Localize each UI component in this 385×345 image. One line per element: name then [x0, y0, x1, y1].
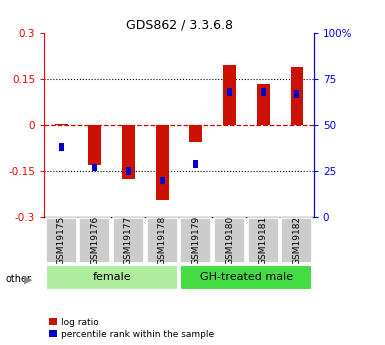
Bar	[295, 90, 300, 98]
Text: GSM19177: GSM19177	[124, 216, 133, 265]
Legend: log ratio, percentile rank within the sample: log ratio, percentile rank within the sa…	[49, 318, 214, 339]
Text: GSM19176: GSM19176	[90, 216, 99, 265]
Bar	[223, 65, 236, 125]
Bar	[59, 144, 64, 151]
FancyBboxPatch shape	[180, 218, 211, 264]
Text: GSM19181: GSM19181	[259, 216, 268, 265]
Text: GH-treated male: GH-treated male	[200, 273, 293, 282]
Bar	[227, 88, 232, 96]
Text: female: female	[92, 273, 131, 282]
Bar	[189, 125, 202, 142]
Bar	[257, 83, 270, 125]
Bar	[122, 125, 135, 179]
FancyBboxPatch shape	[46, 218, 77, 264]
Text: GSM19182: GSM19182	[293, 216, 301, 265]
FancyBboxPatch shape	[214, 218, 245, 264]
FancyBboxPatch shape	[180, 265, 313, 290]
FancyBboxPatch shape	[79, 218, 110, 264]
Bar	[156, 125, 169, 200]
Title: GDS862 / 3.3.6.8: GDS862 / 3.3.6.8	[126, 19, 233, 32]
Bar	[261, 88, 266, 96]
Text: GSM19179: GSM19179	[191, 216, 200, 265]
FancyBboxPatch shape	[46, 265, 178, 290]
Text: GSM19180: GSM19180	[225, 216, 234, 265]
Bar	[126, 167, 131, 175]
Bar	[89, 125, 101, 165]
Bar	[291, 67, 303, 125]
Bar	[55, 124, 67, 125]
Bar	[92, 164, 97, 171]
FancyBboxPatch shape	[147, 218, 178, 264]
Text: ▶: ▶	[24, 275, 32, 284]
Bar	[193, 160, 198, 168]
Bar	[160, 177, 165, 184]
FancyBboxPatch shape	[248, 218, 279, 264]
Text: other: other	[6, 275, 32, 284]
Text: GSM19175: GSM19175	[57, 216, 65, 265]
FancyBboxPatch shape	[113, 218, 144, 264]
Text: GSM19178: GSM19178	[158, 216, 167, 265]
FancyBboxPatch shape	[281, 218, 313, 264]
